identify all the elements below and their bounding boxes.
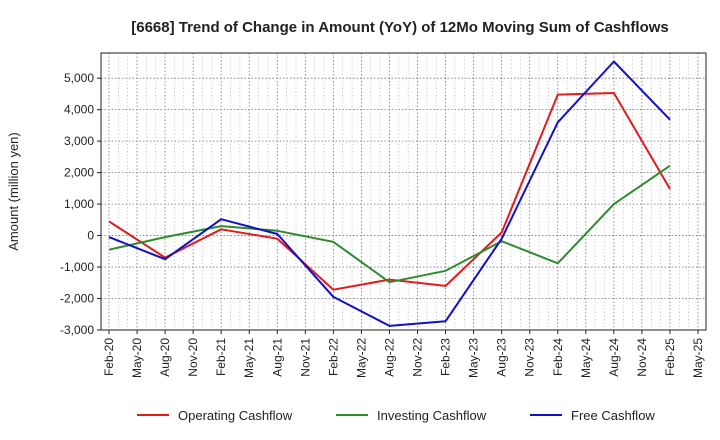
plot-frame <box>100 52 707 331</box>
x-tick-label: Feb-23 <box>439 338 453 376</box>
x-tick-label: May-23 <box>467 338 481 378</box>
y-tick-label: 3,000 <box>64 134 94 148</box>
y-tick-label: 0 <box>87 229 94 243</box>
y-tick-label: -1,000 <box>60 260 94 274</box>
y-axis-label: Amount (million yen) <box>6 132 21 251</box>
x-tick-label: Feb-20 <box>102 338 116 376</box>
x-tick-label: Feb-21 <box>214 338 228 376</box>
y-tick-label: -2,000 <box>60 292 94 306</box>
y-tick-label: -3,000 <box>60 323 94 337</box>
x-tick-label: Nov-24 <box>635 338 649 377</box>
x-tick-label: Feb-24 <box>551 338 565 376</box>
series-line-investing-cashflow <box>108 164 671 284</box>
axes: -3,000 -2,000 -1,000 0 1,000 2,000 3,000 4,000 5… <box>60 52 707 378</box>
x-tick-label: May-24 <box>579 338 593 378</box>
x-tick-label: Nov-22 <box>411 338 425 377</box>
x-tick-label: May-25 <box>691 338 705 378</box>
y-tick-label: 4,000 <box>64 103 94 117</box>
x-tick-label: Nov-23 <box>523 338 537 377</box>
x-tick-label: May-21 <box>242 338 256 378</box>
series-line-free-cashflow <box>108 60 671 327</box>
series-lines <box>108 60 671 327</box>
x-tick-label: Aug-24 <box>607 338 621 377</box>
legend: Operating Cashflow Investing Cashflow Free… <box>137 408 655 423</box>
legend-label-free-cashflow: Free Cashflow <box>571 408 655 423</box>
series-line-operating-cashflow <box>108 92 671 291</box>
y-tick-label: 1,000 <box>64 197 94 211</box>
x-tick-label: Feb-22 <box>326 338 340 376</box>
x-tick-label: Aug-20 <box>158 338 172 377</box>
x-tick-label: May-22 <box>354 338 368 378</box>
y-tick-label: 5,000 <box>64 71 94 85</box>
x-tick-label: Aug-21 <box>270 338 284 377</box>
x-tick-label: Nov-21 <box>298 338 312 377</box>
legend-label-operating-cashflow: Operating Cashflow <box>178 408 293 423</box>
chart-title: [6668] Trend of Change in Amount (YoY) o… <box>131 19 669 36</box>
x-tick-label: Aug-22 <box>382 338 396 377</box>
x-tick-label: Feb-25 <box>663 338 677 376</box>
x-tick-label: May-20 <box>130 338 144 378</box>
x-tick-label: Aug-23 <box>495 338 509 377</box>
x-tick-label: Nov-20 <box>186 338 200 377</box>
legend-label-investing-cashflow: Investing Cashflow <box>377 408 487 423</box>
y-tick-label: 2,000 <box>64 166 94 180</box>
